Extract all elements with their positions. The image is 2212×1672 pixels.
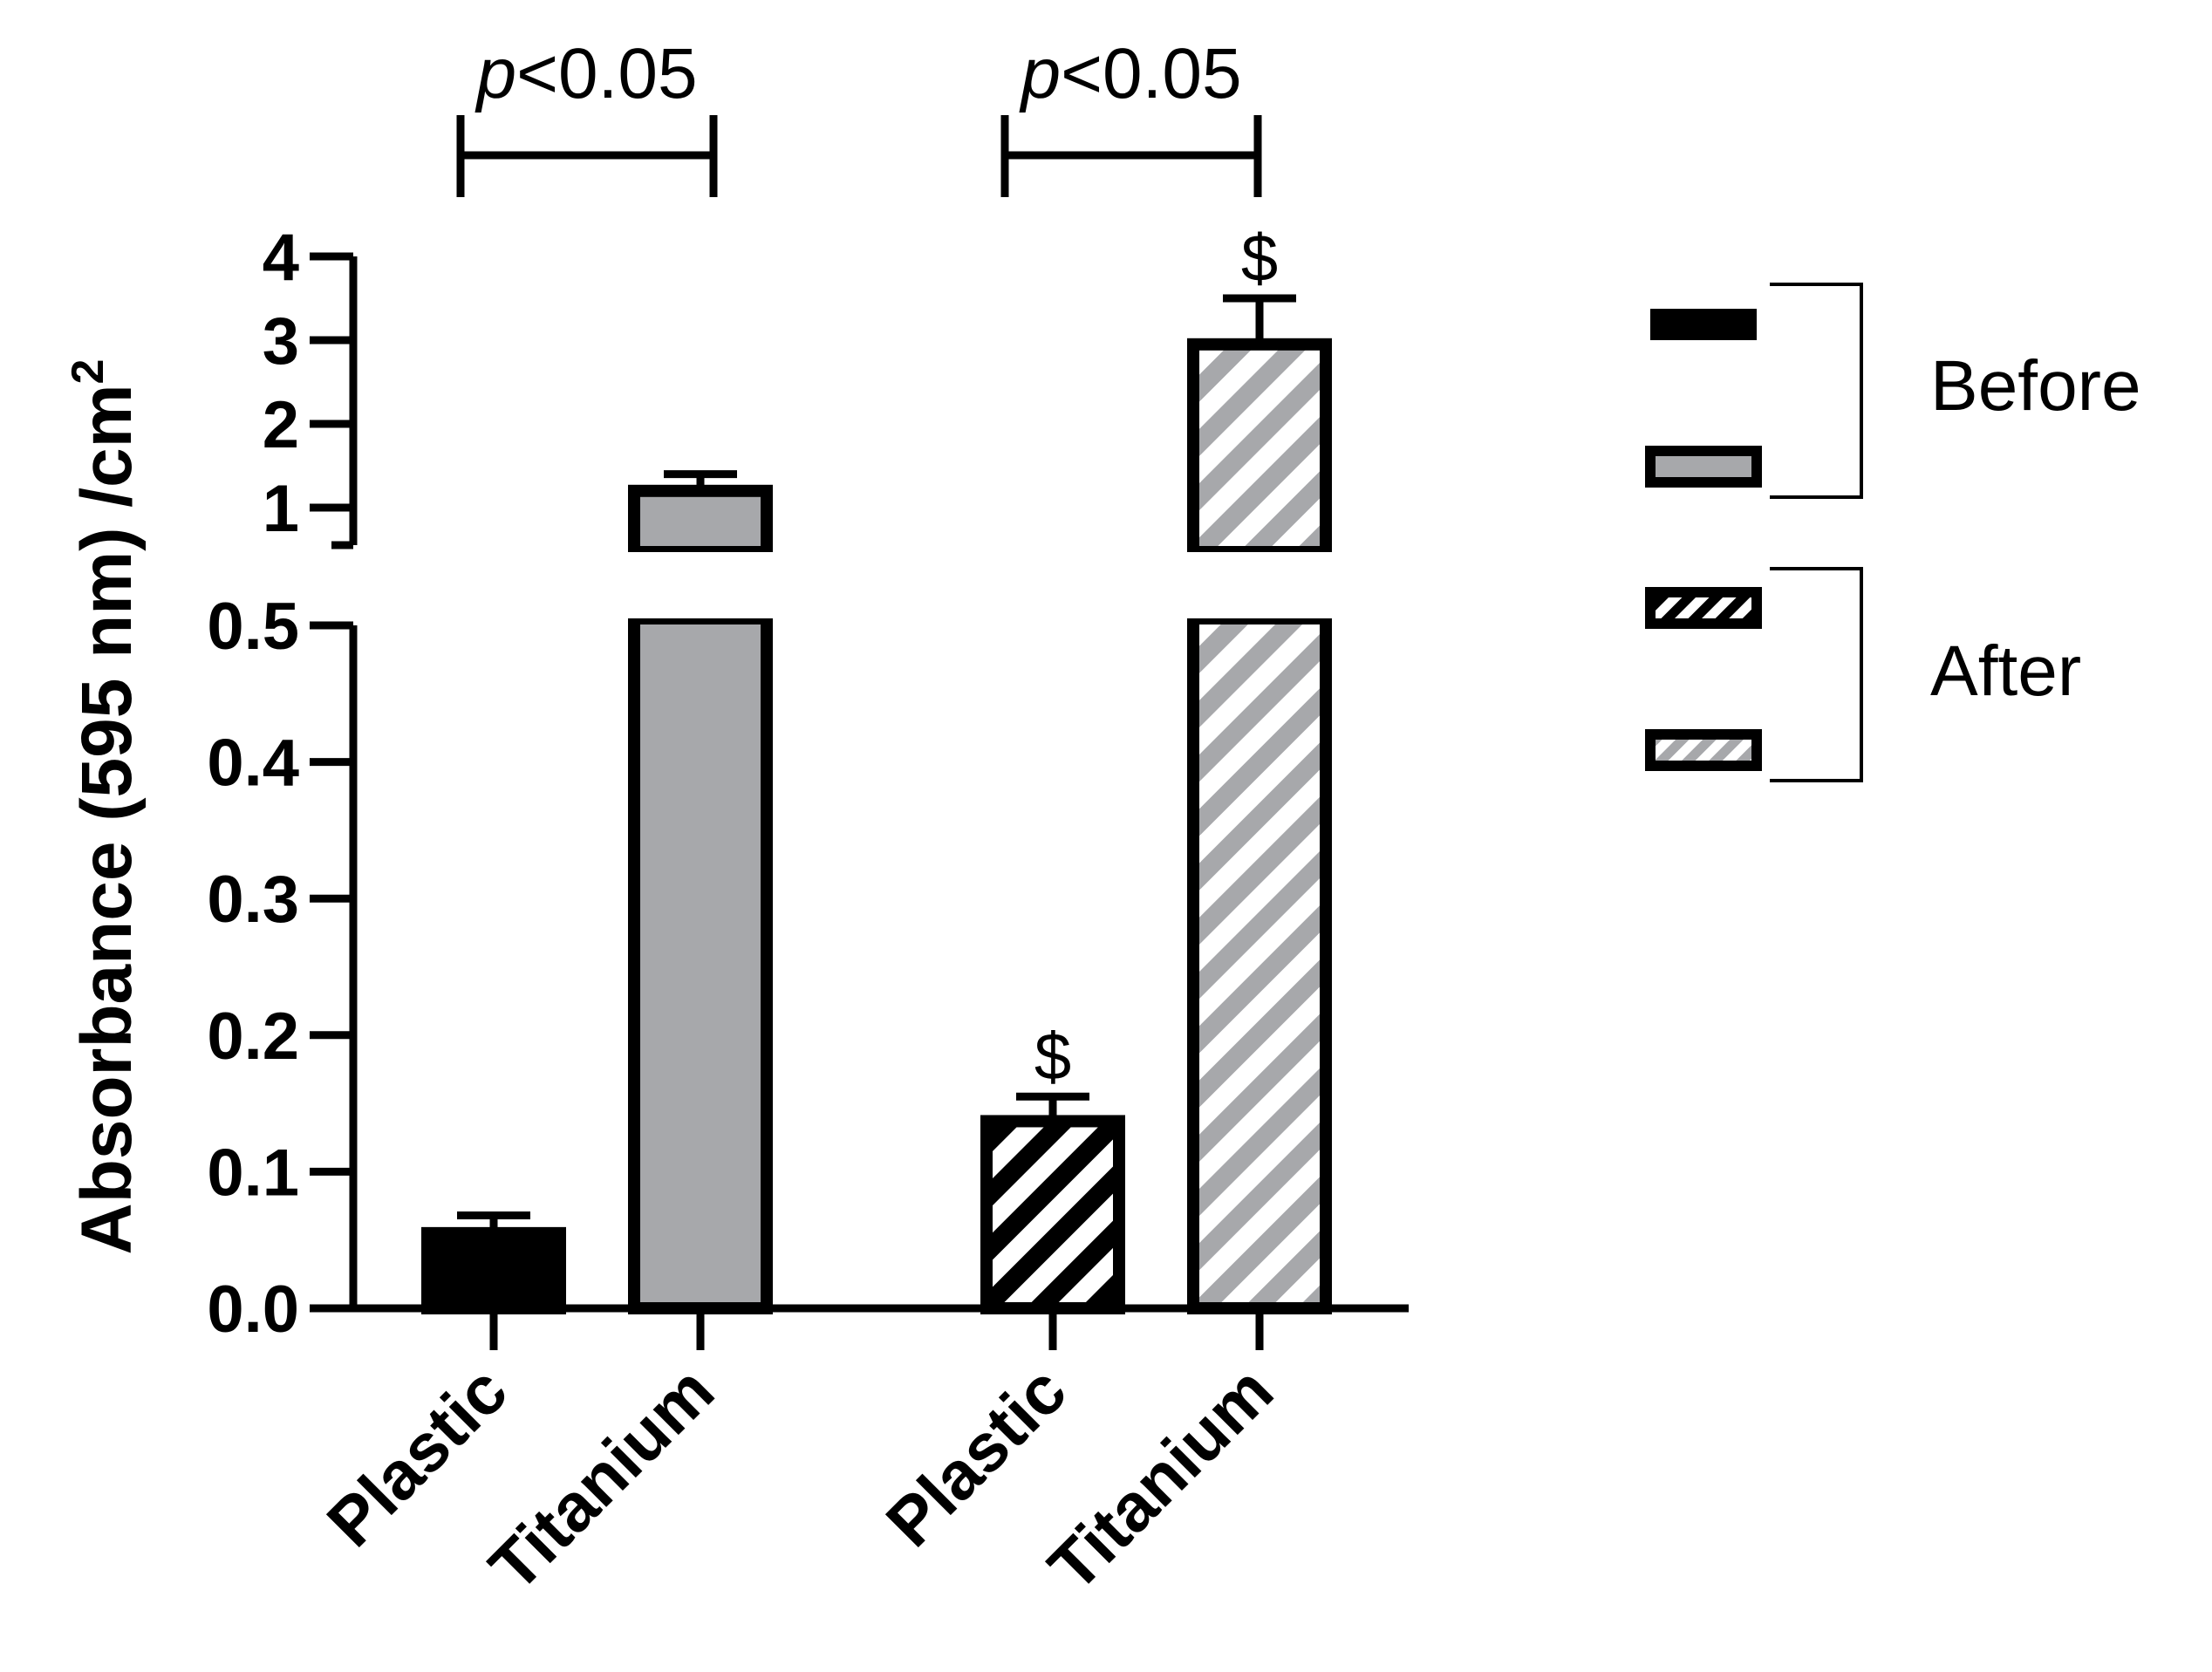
y-axis-title-text: Absorbance (595 nm) /cm [67, 384, 147, 1254]
legend-swatch [1650, 309, 1757, 340]
bar-break-gap [624, 552, 777, 618]
x-tick-label: Plastic [312, 1352, 522, 1561]
y-tick-label: 0.4 [207, 727, 299, 801]
y-axis-title-superscript: 2 [63, 359, 113, 385]
y-tick-label: 0.1 [207, 1136, 299, 1210]
bar-upper-segment [1187, 338, 1332, 558]
p-value-label: p<0.05 [1018, 34, 1241, 113]
y-axis-title: Absorbance (595 nm) /cm2 [63, 359, 147, 1255]
y-tick-label: 4 [263, 221, 299, 295]
legend-group-2: After [1645, 567, 2081, 782]
y-tick-label: 2 [263, 388, 299, 462]
p-value-label: p<0.05 [474, 34, 697, 113]
significance-marker: $ [1034, 1020, 1071, 1094]
legend-label: Before [1930, 346, 2141, 426]
bar-upper-segment [628, 484, 773, 558]
p-value-text: <0.05 [516, 34, 697, 113]
legend-swatch [1645, 729, 1762, 771]
significance-bracket-2: p<0.05 [1000, 34, 1262, 197]
p-value-italic: p [1018, 34, 1061, 113]
y-ticks: 0.0 0.1 0.2 0.3 0.4 0.5 1 2 3 4 [207, 221, 353, 1347]
p-value-italic: p [474, 34, 516, 113]
bar-3 [980, 1115, 1125, 1315]
y-tick-label: 0.3 [207, 863, 299, 937]
legend-swatch [1645, 446, 1762, 488]
y-tick-label: 0.0 [207, 1273, 299, 1347]
bar-break-gap [1183, 552, 1336, 618]
y-tick-label: 3 [263, 304, 299, 379]
legend-label: After [1930, 631, 2081, 711]
legend-swatch [1645, 587, 1762, 629]
legend-bracket [1770, 283, 1863, 499]
bar-lower-segment [1187, 612, 1332, 1314]
bar-2 [624, 484, 777, 1314]
p-value-text: <0.05 [1061, 34, 1241, 113]
legend-bracket [1770, 567, 1863, 782]
legend: Before After [1645, 283, 2141, 782]
significance-brackets: p<0.05 p<0.05 [456, 34, 1262, 197]
significance-bracket-1: p<0.05 [456, 34, 718, 197]
x-tick-label: Titanium [474, 1352, 728, 1606]
x-tick-label: Plastic [871, 1352, 1081, 1561]
bar-rect [421, 1226, 566, 1314]
y-tick-label: 1 [263, 472, 299, 546]
bar-1 [421, 1226, 566, 1314]
x-tick-label: Titanium [1034, 1352, 1287, 1606]
error-bars: $$ [457, 222, 1296, 1233]
y-tick-label: 0.2 [207, 1000, 299, 1074]
significance-marker: $ [1241, 222, 1278, 296]
bar-4 [1183, 338, 1336, 1314]
bar-lower-segment [628, 612, 773, 1314]
bars [421, 338, 1336, 1315]
bar-rect [980, 1115, 1125, 1315]
y-tick-label: 0.5 [207, 590, 299, 664]
legend-group-1: Before [1645, 283, 2141, 499]
